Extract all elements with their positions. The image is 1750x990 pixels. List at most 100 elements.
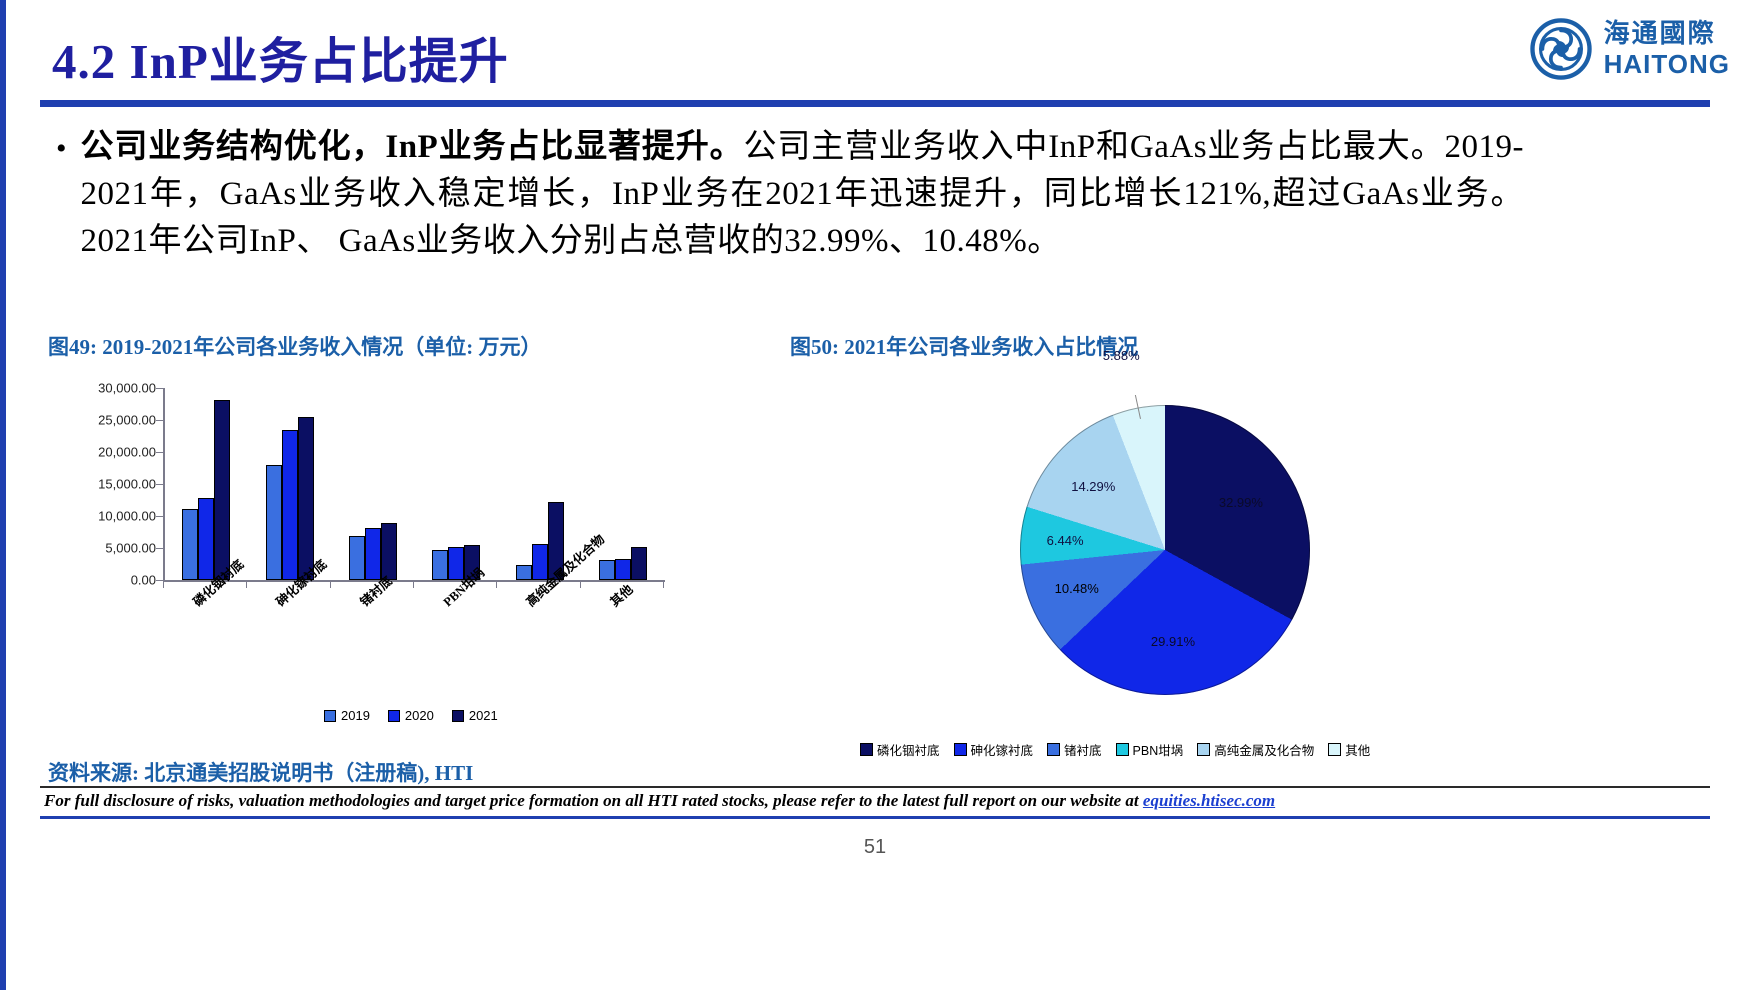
legend-swatch — [953, 743, 967, 756]
disclaimer-prefix: For full disclosure of risks, valuation … — [44, 791, 1143, 810]
bar-chart-y-tick-mark — [156, 548, 163, 549]
bar-chart-y-tick-mark — [156, 420, 163, 421]
legend-item[interactable]: 2019 — [324, 708, 370, 723]
bar — [547, 501, 564, 580]
logo-english-name: HAITONG — [1603, 49, 1730, 79]
disclaimer-divider — [40, 786, 1710, 788]
bar-chart-x-tick-mark — [413, 580, 414, 588]
legend-item[interactable]: 磷化铟衬底 — [860, 740, 940, 759]
legend-label: 其他 — [1345, 744, 1371, 758]
legend-label: 2020 — [404, 708, 434, 723]
left-edge-accent-bar — [0, 0, 6, 990]
pie-slice-label: 6.44% — [1046, 532, 1084, 548]
page-title: 4.2 InP业务占比提升 — [52, 34, 509, 89]
disclaimer-link[interactable]: equities.htisec.com — [1142, 791, 1276, 810]
legend-item[interactable]: 高纯金属及化合物 — [1197, 740, 1314, 759]
bar-group — [432, 388, 481, 580]
bar-chart-plot-area — [164, 388, 664, 580]
bar — [531, 544, 548, 580]
bar — [381, 523, 397, 580]
bar-chart-y-axis-line — [163, 388, 165, 582]
bar-chart-x-axis-line — [163, 580, 665, 582]
bar-group — [265, 388, 314, 580]
bar-chart-y-tick-mark — [156, 516, 163, 517]
bar-chart-y-tick-label: 25,000.00 — [98, 412, 156, 428]
legend-swatch — [1197, 743, 1211, 756]
logo-wordmark: 海通國際 HAITONG — [1603, 19, 1730, 79]
bar-chart-y-tick-label: 10,000.00 — [98, 508, 156, 524]
legend-item[interactable]: 2020 — [387, 708, 434, 723]
bar-group — [599, 388, 647, 580]
bar — [297, 416, 314, 580]
body-paragraph-bold: 公司业务结构优化，InP业务占比显著提升。 — [80, 129, 744, 165]
bar-chart-y-tick-label: 20,000.00 — [98, 444, 156, 460]
bar-chart-y-tick-label: 0.00 — [130, 572, 156, 588]
source-note: 资料来源: 北京通美招股说明书（注册稿), HTI — [48, 761, 474, 785]
bar — [515, 564, 532, 580]
bar-chart-x-tick-mark — [163, 580, 164, 588]
legend-item[interactable]: 砷化镓衬底 — [953, 740, 1034, 759]
bar-chart-x-tick-mark — [329, 580, 331, 588]
bar — [599, 559, 615, 580]
bar — [349, 535, 365, 580]
bar-chart-y-tick-mark — [156, 484, 163, 485]
haitong-emblem-icon — [1529, 18, 1592, 80]
bullet-marker: • — [56, 132, 67, 165]
legend-label: 2019 — [341, 708, 370, 723]
bar — [464, 544, 481, 580]
figure-50-caption: 图50: 2021年公司各业务收入占比情况 — [790, 335, 1139, 359]
pie-chart-legend: 磷化铟衬底 砷化镓衬底 锗衬底 PBN坩埚 高纯金属及化合物 其他 — [860, 740, 1370, 759]
legend-item[interactable]: 其他 — [1328, 740, 1370, 759]
bar-chart-x-tick-mark — [246, 580, 248, 588]
pie-graphic — [1020, 405, 1310, 695]
legend-item[interactable]: 2021 — [451, 708, 498, 723]
legend-item[interactable]: 锗衬底 — [1047, 740, 1102, 759]
legend-label: 磷化铟衬底 — [877, 744, 940, 758]
bar-chart-x-tick-mark — [579, 580, 581, 588]
legend-label: 砷化镓衬底 — [970, 744, 1034, 758]
bar — [198, 498, 215, 580]
legend-swatch — [1047, 743, 1061, 756]
bar-group — [182, 388, 231, 580]
bar-chart-y-tick-mark — [156, 388, 163, 389]
legend-label: 锗衬底 — [1064, 744, 1102, 758]
disclaimer-text: For full disclosure of risks, valuation … — [44, 791, 1714, 811]
body-content: • 公司业务结构优化，InP业务占比显著提升。公司主营业务收入中InP和GaAs… — [44, 124, 1524, 265]
bar — [182, 508, 199, 580]
logo-chinese-name: 海通國際 — [1603, 19, 1716, 48]
bar-chart-x-tick-mark — [496, 580, 498, 588]
bar-chart-y-tick-label: 15,000.00 — [98, 476, 156, 492]
legend-label: PBN坩埚 — [1132, 744, 1184, 758]
bar — [432, 549, 449, 580]
legend-item[interactable]: PBN坩埚 — [1115, 740, 1184, 759]
bar-group — [349, 388, 397, 580]
bar-chart-y-tick-label: 30,000.00 — [98, 380, 156, 396]
bar-chart-x-tick-mark — [663, 580, 664, 588]
legend-swatch — [1328, 743, 1342, 756]
bar — [615, 558, 631, 580]
bar-chart-legend: 2019 2020 2021 — [324, 708, 498, 723]
bar-chart-y-axis: 30,000.00 25,000.00 20,000.00 15,000.00 10,0… — [44, 381, 156, 588]
bar-chart-x-tick-label: 其他 — [607, 582, 636, 610]
legend-label: 高纯金属及化合物 — [1214, 744, 1315, 758]
figure-50-pie-chart: 32.99% 29.91% 10.48% 6.44% 14.29% 5.88% 磷化铟衬底… — [860, 348, 1510, 775]
bar-chart-y-tick-mark — [156, 580, 163, 581]
figure-49-caption: 图49: 2019-2021年公司各业务收入情况（单位: 万元） — [48, 335, 542, 359]
bar — [281, 429, 298, 580]
header-divider — [40, 100, 1710, 107]
pie-slice-label: 10.48% — [1054, 580, 1099, 596]
bar — [448, 546, 465, 580]
bar — [214, 399, 231, 580]
page-number: 51 — [863, 836, 887, 858]
legend-label: 2021 — [468, 708, 498, 723]
footer-divider — [40, 816, 1710, 819]
pie-slice-label: 5.88% — [1102, 348, 1140, 364]
pie-slice-label: 14.29% — [1071, 478, 1116, 494]
bar — [631, 547, 647, 580]
haitong-logo: 海通國際 HAITONG — [1529, 18, 1730, 80]
legend-swatch — [324, 709, 336, 722]
figure-49-bar-chart: 30,000.00 25,000.00 20,000.00 15,000.00 10,0… — [44, 378, 684, 728]
bar — [265, 464, 282, 580]
body-paragraph-rest: 公司主营业务收入中InP和GaAs业务占比最大。2019-2021年，GaAs业… — [80, 129, 1525, 259]
